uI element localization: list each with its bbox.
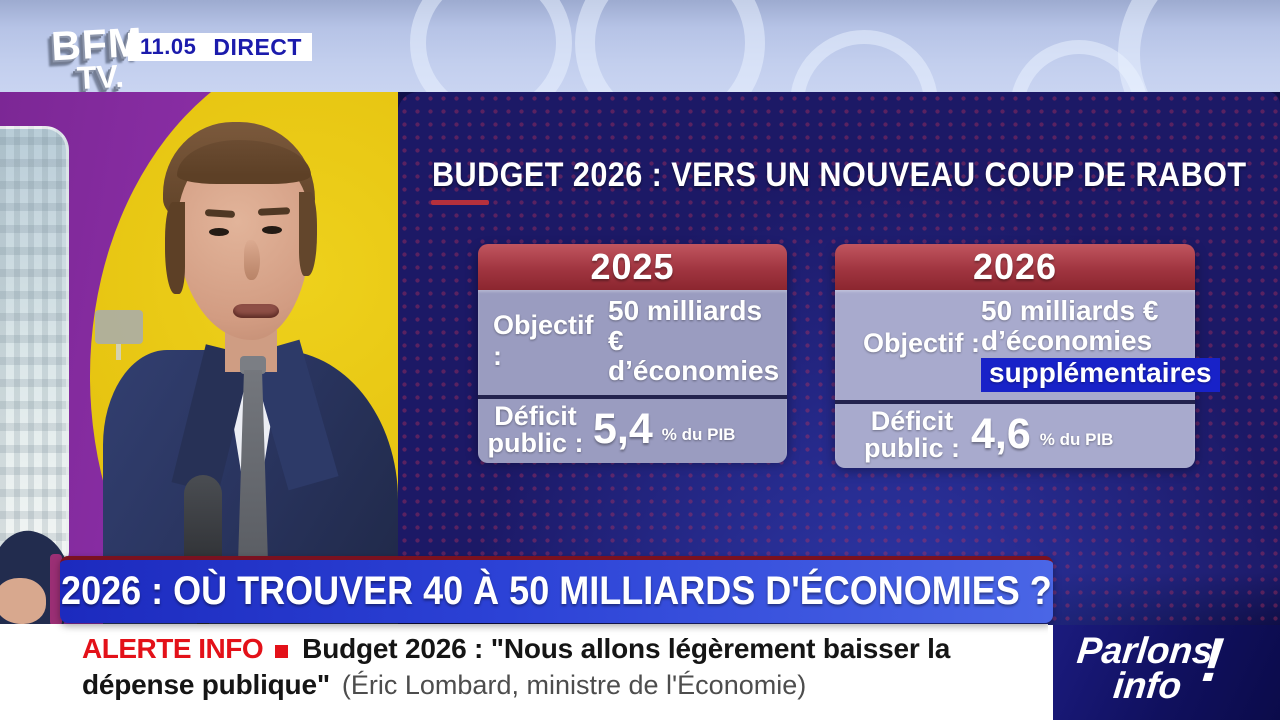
card-year: 2025 xyxy=(478,244,787,290)
objectif-row: Objectif : 50 milliards € d’économies xyxy=(478,290,787,395)
infographic-panel: BUDGET 2026 : VERS UN NOUVEAU COUP DE RA… xyxy=(398,92,1280,625)
speaker-tie xyxy=(238,370,268,580)
card-body: Objectif : 50 milliards € d’économies su… xyxy=(835,290,1220,468)
question-banner: 2026 : OÙ TROUVER 40 À 50 MILLIARDS D'ÉC… xyxy=(60,556,1053,623)
deficit-unit: % du PIB xyxy=(1039,429,1114,449)
ring-decoration xyxy=(410,0,572,92)
deficit-label-line2: public : xyxy=(487,427,584,458)
program-logo-word2: info xyxy=(1111,665,1184,706)
ticker-line-2: dépense publique" (Éric Lombard, ministr… xyxy=(82,669,1048,701)
news-ticker: ALERTE INFO Budget 2026 : "Nous allons l… xyxy=(0,624,1048,720)
time-live-bar: 11.05 DIRECT xyxy=(128,33,312,61)
speaker-hair-side xyxy=(299,192,317,276)
card-divider xyxy=(478,394,787,399)
ring-decoration xyxy=(1118,0,1280,92)
speaker-tie-knot xyxy=(240,356,266,374)
studio-video xyxy=(0,92,398,625)
deficit-label-line1: Déficit xyxy=(494,400,577,431)
deficit-label: Déficit public : xyxy=(478,400,593,458)
budget-card-2026: 2026 Objectif : 50 milliards € d’économi… xyxy=(835,244,1220,468)
speaker-eye xyxy=(262,226,282,234)
studio-screen-stand xyxy=(116,344,121,360)
clock-time: 11.05 xyxy=(140,34,197,59)
ring-decoration xyxy=(790,30,938,92)
card-year: 2026 xyxy=(835,244,1195,290)
objectif-highlight: supplémentaires xyxy=(981,358,1220,392)
speaker-mouth xyxy=(233,304,279,318)
ticker-line-1: ALERTE INFO Budget 2026 : "Nous allons l… xyxy=(82,633,1048,665)
headline-attribution: (Éric Lombard, ministre de l'Économie) xyxy=(341,670,807,700)
alert-label: ALERTE INFO xyxy=(82,633,264,664)
speaker-eye xyxy=(209,228,229,236)
deficit-row: Déficit public : 4,6 % du PIB xyxy=(835,404,1195,468)
speaker-nose xyxy=(244,240,260,280)
microphone-icon xyxy=(184,475,222,571)
objectif-value-line1: 50 milliards € xyxy=(981,295,1159,326)
studio-screen-prop xyxy=(95,310,143,344)
objectif-value-line2: d’économies xyxy=(981,325,1153,357)
budget-card-2025: 2025 Objectif : 50 milliards € d’économi… xyxy=(478,244,787,463)
studio-prop-blur xyxy=(50,554,62,625)
headline-line2: dépense publique" xyxy=(82,669,330,700)
program-logo: Parlons info ! xyxy=(1048,625,1280,720)
objectif-label: Objectif : xyxy=(493,310,594,372)
card-body: Objectif : 50 milliards € d’économies Dé… xyxy=(478,290,787,463)
city-photo xyxy=(0,126,69,566)
objectif-label: Objectif : xyxy=(863,328,981,359)
alert-bullet-icon xyxy=(275,644,289,658)
deficit-value: 5,4 % du PIB xyxy=(593,405,735,454)
ring-decoration xyxy=(575,0,765,92)
program-logo-box: Parlons info ! xyxy=(1048,625,1280,720)
deficit-row: Déficit public : 5,4 % du PIB xyxy=(478,399,787,463)
deficit-number: 4,6 xyxy=(971,410,1031,459)
speaker-hand xyxy=(0,578,46,624)
question-banner-text: 2026 : OÙ TROUVER 40 À 50 MILLIARDS D'ÉC… xyxy=(61,569,1052,613)
objectif-value-line2: d’économies xyxy=(608,355,780,387)
objectif-value-line1: 50 milliards € xyxy=(608,295,763,357)
objectif-value: 50 milliards € d’économies xyxy=(608,295,781,387)
deficit-value: 4,6 % du PIB xyxy=(971,410,1113,459)
card-divider xyxy=(835,399,1195,404)
objectif-value: 50 milliards € d’économies supplémentair… xyxy=(981,295,1220,392)
infographic-title: BUDGET 2026 : VERS UN NOUVEAU COUP DE RA… xyxy=(432,156,1247,194)
deficit-label: Déficit public : xyxy=(835,405,971,463)
live-badge: DIRECT xyxy=(213,33,302,60)
headline-line1: Budget 2026 : "Nous allons légèrement ba… xyxy=(302,633,951,664)
objectif-row: Objectif : 50 milliards € d’économies su… xyxy=(835,290,1220,400)
deficit-unit: % du PIB xyxy=(661,424,736,444)
deficit-label-line2: public : xyxy=(864,432,960,463)
speaker-hair-side xyxy=(165,202,185,294)
deficit-label-line1: Déficit xyxy=(870,405,954,436)
title-underline xyxy=(431,200,489,205)
deficit-number: 5,4 xyxy=(593,405,653,454)
